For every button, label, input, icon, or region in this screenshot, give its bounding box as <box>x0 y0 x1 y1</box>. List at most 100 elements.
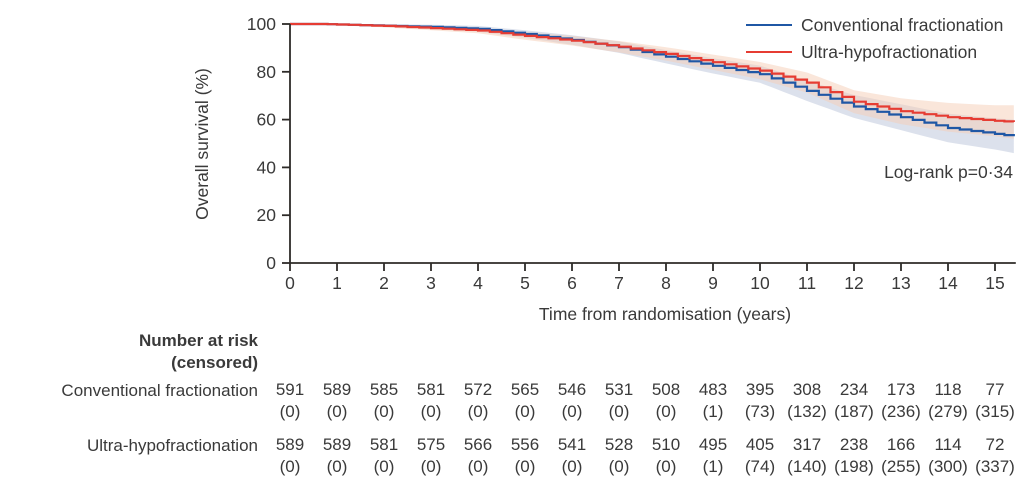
risk-count-cell: 77 <box>985 380 1005 399</box>
risk-count-cell: 589 <box>275 435 305 454</box>
x-tick-label: 9 <box>708 273 718 293</box>
risk-censored-cell: (0) <box>608 457 630 476</box>
risk-censored-cell: (0) <box>373 457 395 476</box>
risk-censored-cell: (187) <box>834 402 874 421</box>
x-tick-label: 12 <box>844 273 863 293</box>
risk-censored-cell: (0) <box>655 402 677 421</box>
risk-count-cell: 556 <box>510 435 540 454</box>
y-tick-label: 60 <box>257 110 277 130</box>
risk-censored-cell: (0) <box>420 402 442 421</box>
risk-count-cell: 572 <box>463 380 493 399</box>
x-tick-label: 8 <box>661 273 671 293</box>
risk-count-cell: 589 <box>322 380 352 399</box>
risk-count-cell: 114 <box>934 435 962 454</box>
risk-count-cell: 317 <box>792 435 822 454</box>
legend-item-conventional: Conventional fractionation <box>746 13 1003 37</box>
risk-censored-cell: (337) <box>975 457 1015 476</box>
risk-censored-cell: (0) <box>279 457 301 476</box>
km-curve-1 <box>290 22 1015 123</box>
y-tick-label: 0 <box>266 253 276 273</box>
y-axis-title: Overall survival (%) <box>192 68 212 220</box>
risk-count-cell: 575 <box>416 435 446 454</box>
risk-count-cell: 308 <box>792 380 822 399</box>
risk-censored-cell: (236) <box>881 402 921 421</box>
risk-count-cell: 591 <box>275 380 305 399</box>
risk-count-cell: 508 <box>651 380 681 399</box>
chart-legend: Conventional fractionation Ultra-hypofra… <box>746 13 1003 67</box>
x-tick-label: 6 <box>567 273 577 293</box>
risk-count-cell: 581 <box>416 380 446 399</box>
risk-count-cell: 495 <box>698 435 728 454</box>
risk-count-cell: 173 <box>886 380 916 399</box>
risk-censored-cell: (0) <box>655 457 677 476</box>
risk-censored-cell: (0) <box>467 402 489 421</box>
risk-count-cell: 395 <box>745 380 775 399</box>
risk-count-cell: 566 <box>463 435 493 454</box>
risk-count-cell: 585 <box>369 380 399 399</box>
x-axis-title: Time from randomisation (years) <box>538 304 792 324</box>
x-tick-label: 7 <box>614 273 624 293</box>
risk-censored-cell: (1) <box>702 457 724 476</box>
risk-censored-cell: (0) <box>420 457 442 476</box>
legend-line-red-icon <box>746 51 792 53</box>
risk-censored-cell: (0) <box>467 457 489 476</box>
risk-table-header-line1: Number at risk <box>138 331 258 350</box>
risk-censored-cell: (140) <box>787 457 827 476</box>
risk-censored-cell: (0) <box>279 402 301 421</box>
risk-count-cell: 166 <box>886 435 916 454</box>
x-tick-label: 1 <box>332 273 342 293</box>
risk-count-cell: 72 <box>985 435 1005 454</box>
legend-item-ultra: Ultra-hypofractionation <box>746 40 1003 64</box>
risk-censored-cell: (300) <box>928 457 968 476</box>
risk-censored-cell: (74) <box>744 457 776 476</box>
y-tick-label: 20 <box>257 205 277 225</box>
risk-count-cell: 483 <box>698 380 728 399</box>
legend-label-conventional: Conventional fractionation <box>801 14 1004 35</box>
risk-count-cell: 546 <box>557 380 587 399</box>
risk-censored-cell: (255) <box>881 457 921 476</box>
risk-censored-cell: (1) <box>702 402 724 421</box>
risk-count-cell: 238 <box>839 435 869 454</box>
legend-label-ultra: Ultra-hypofractionation <box>801 41 978 62</box>
x-tick-label: 13 <box>891 273 910 293</box>
risk-row-label-conventional: Conventional fractionation <box>61 381 258 400</box>
risk-censored-cell: (0) <box>326 402 348 421</box>
y-tick-label: 40 <box>257 157 277 177</box>
risk-count-cell: 589 <box>322 435 352 454</box>
ci-band-1 <box>290 24 1014 139</box>
risk-count-cell: 405 <box>745 435 775 454</box>
risk-table-header-line2: (censored) <box>171 353 258 372</box>
risk-count-cell: 510 <box>651 435 681 454</box>
x-tick-label: 4 <box>473 273 483 293</box>
risk-count-cell: 565 <box>510 380 540 399</box>
y-tick-label: 80 <box>257 62 277 82</box>
risk-censored-cell: (0) <box>561 457 583 476</box>
risk-censored-cell: (0) <box>514 402 536 421</box>
risk-count-cell: 531 <box>604 380 634 399</box>
y-tick-label: 100 <box>247 14 276 34</box>
risk-censored-cell: (279) <box>928 402 968 421</box>
risk-count-cell: 118 <box>934 380 962 399</box>
risk-censored-cell: (0) <box>561 402 583 421</box>
risk-count-cell: 581 <box>369 435 399 454</box>
x-tick-label: 15 <box>985 273 1004 293</box>
risk-censored-cell: (0) <box>514 457 536 476</box>
risk-censored-cell: (0) <box>326 457 348 476</box>
x-tick-label: 11 <box>798 273 816 293</box>
logrank-annotation: Log-rank p=0·34 <box>884 162 1013 182</box>
x-tick-label: 0 <box>285 273 295 293</box>
risk-censored-cell: (0) <box>608 402 630 421</box>
risk-censored-cell: (198) <box>834 457 874 476</box>
x-tick-label: 3 <box>426 273 436 293</box>
risk-count-cell: 234 <box>839 380 869 399</box>
legend-line-blue-icon <box>746 24 792 26</box>
risk-censored-cell: (73) <box>744 402 776 421</box>
risk-count-cell: 541 <box>557 435 587 454</box>
risk-censored-cell: (0) <box>373 402 395 421</box>
risk-row-label-ultra: Ultra-hypofractionation <box>86 436 258 455</box>
x-tick-label: 10 <box>750 273 770 293</box>
risk-count-cell: 528 <box>604 435 634 454</box>
risk-censored-cell: (315) <box>975 402 1015 421</box>
